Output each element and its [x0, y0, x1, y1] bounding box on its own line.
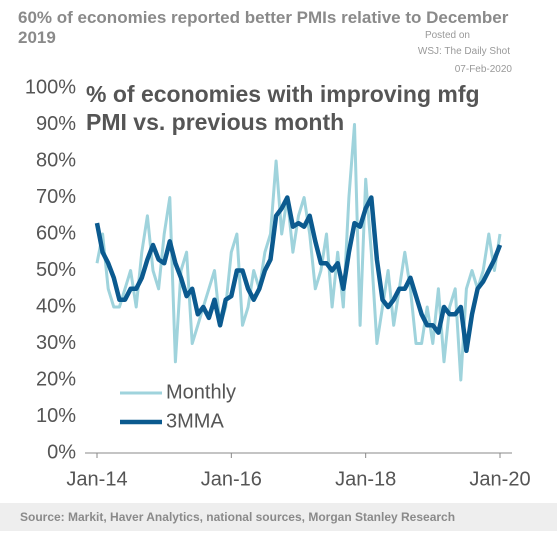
chart-subtitle: % of economies with improving mfg PMI vs… [86, 81, 480, 135]
x-tick-label: Jan-20 [469, 468, 530, 490]
watermark: WSJ: The Daily Shot [417, 46, 510, 57]
legend-label: Monthly [166, 381, 236, 403]
watermark: Posted on [424, 30, 470, 41]
series-line [94, 195, 503, 354]
y-tick-label: 40% [36, 295, 76, 317]
y-tick-label: 30% [36, 332, 76, 354]
watermark: 07-Feb-2020 [454, 64, 512, 75]
x-tick-label: Jan-14 [66, 468, 127, 490]
x-tick-label: Jan-16 [201, 468, 262, 490]
y-tick-label: 0% [47, 441, 76, 463]
series-line [95, 123, 502, 382]
chart-title: 60% of economies reported better PMIs re… [18, 8, 509, 47]
source: Source: Markit, Haver Analytics, nationa… [0, 503, 557, 531]
y-tick-label: 70% [36, 186, 76, 208]
y-tick-label: 20% [36, 368, 76, 390]
y-tick-label: 90% [36, 113, 76, 135]
y-tick-label: 80% [36, 149, 76, 171]
y-tick-label: 50% [36, 259, 76, 281]
legend-label: 3MMA [166, 410, 224, 432]
y-tick-label: 100% [25, 76, 76, 98]
y-tick-label: 10% [36, 405, 76, 427]
x-tick-label: Jan-18 [335, 468, 396, 490]
y-tick-label: 60% [36, 222, 76, 244]
